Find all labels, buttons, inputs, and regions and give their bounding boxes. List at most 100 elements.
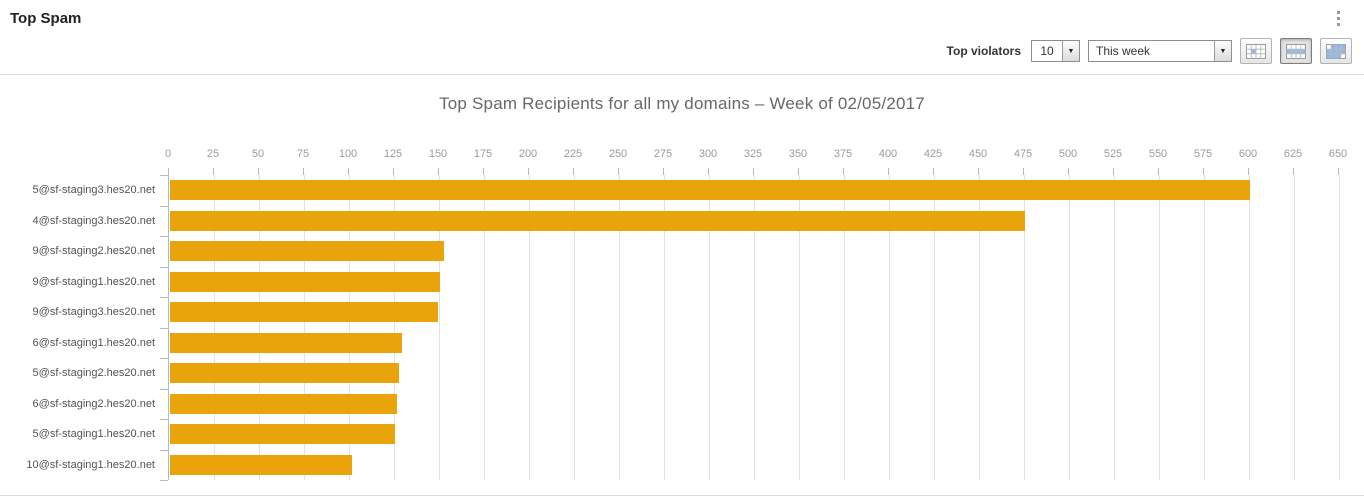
monthly-view-button[interactable]: [1320, 38, 1352, 64]
x-tick-label: 400: [878, 148, 898, 160]
chevron-down-icon: ▼: [1062, 41, 1079, 61]
bar: [170, 180, 1250, 201]
y-axis-labels: 5@sf-staging3.hes20.net 4@sf-staging3.hes…: [0, 175, 168, 480]
x-tick-label: 550: [1148, 148, 1168, 160]
x-tick-label: 175: [473, 148, 493, 160]
bar: [170, 271, 440, 292]
x-tick-label: 625: [1283, 148, 1303, 160]
category-label: 6@sf-staging1.hes20.net: [32, 336, 155, 349]
x-tick-label: 100: [338, 148, 358, 160]
y-tick-mark: [160, 266, 168, 268]
y-tick-mark: [160, 327, 168, 329]
plot-wrap: 5@sf-staging3.hes20.net 4@sf-staging3.hes…: [0, 175, 1364, 481]
category-label: 9@sf-staging3.hes20.net: [32, 306, 155, 319]
category-label: 6@sf-staging2.hes20.net: [32, 397, 155, 410]
x-tick-label: 25: [206, 148, 220, 160]
gridline: [844, 175, 845, 480]
gridline: [799, 175, 800, 480]
x-tick-label: 150: [428, 148, 448, 160]
chart-title: Top Spam Recipients for all my domains –…: [439, 94, 925, 113]
gridline: [889, 175, 890, 480]
x-tick-label: 325: [743, 148, 763, 160]
kebab-menu-icon[interactable]: [1331, 7, 1346, 30]
y-tick-mark: [160, 419, 168, 420]
chevron-down-icon: ▼: [1214, 41, 1231, 61]
y-tick-mark: [160, 175, 168, 176]
top-violators-select[interactable]: 10 ▼: [1031, 40, 1080, 62]
category-label: 9@sf-staging2.hes20.net: [32, 245, 155, 258]
y-tick-mark: [160, 236, 168, 237]
x-tick-label: 650: [1328, 148, 1348, 160]
bar: [170, 454, 352, 475]
x-tick-label: 200: [518, 148, 538, 160]
gridline: [1294, 175, 1295, 480]
gridline: [1339, 175, 1340, 480]
x-tick-label: 525: [1103, 148, 1123, 160]
widget-header: Top Spam: [0, 0, 1364, 36]
x-tick-label: 375: [833, 148, 853, 160]
panel-bottom-divider: [0, 495, 1364, 496]
y-tick-mark: [160, 388, 168, 390]
y-tick-mark: [160, 449, 168, 451]
gridline: [574, 175, 575, 480]
x-tick-label: 50: [251, 148, 265, 160]
x-tick-label: 75: [296, 148, 310, 160]
weekly-grid-icon: [1286, 43, 1306, 59]
bar-chart: 0 25 50 75 100 125 150 175 200 225 250 275 300 325 350…: [0, 148, 1364, 481]
gridline: [439, 175, 440, 480]
x-tick-label: 250: [608, 148, 628, 160]
gridline: [349, 175, 350, 480]
bar: [170, 210, 1025, 231]
y-tick-mark: [160, 205, 168, 207]
y-tick-mark: [160, 297, 168, 298]
gridline: [529, 175, 530, 480]
bar: [170, 302, 439, 323]
x-tick-label: 300: [698, 148, 718, 160]
gridline: [1159, 175, 1160, 480]
weekly-view-button[interactable]: [1280, 38, 1312, 64]
gridline: [1114, 175, 1115, 480]
category-label: 10@sf-staging1.hes20.net: [26, 458, 155, 471]
x-tick-label: 425: [923, 148, 943, 160]
bar: [170, 241, 444, 262]
gridline: [934, 175, 935, 480]
x-tick-label: 225: [563, 148, 583, 160]
x-tick-label: 500: [1058, 148, 1078, 160]
plot-area: [160, 175, 1340, 481]
bar: [170, 424, 395, 445]
daily-view-button[interactable]: [1240, 38, 1272, 64]
category-label: 5@sf-staging3.hes20.net: [32, 184, 155, 197]
x-tick-label: 575: [1193, 148, 1213, 160]
category-label: 5@sf-staging1.hes20.net: [32, 428, 155, 441]
monthly-grid-icon: [1326, 43, 1346, 59]
gridline: [484, 175, 485, 480]
gridline: [214, 175, 215, 480]
daily-grid-icon: [1246, 43, 1266, 59]
top-violators-label: Top violators: [946, 44, 1021, 58]
category-label: 4@sf-staging3.hes20.net: [32, 214, 155, 227]
period-select[interactable]: This week ▼: [1088, 40, 1232, 62]
gridline: [754, 175, 755, 480]
top-violators-value: 10: [1040, 44, 1054, 58]
widget-title: Top Spam: [10, 9, 82, 27]
gridline: [1204, 175, 1205, 480]
gridline: [1249, 175, 1250, 480]
gridline: [259, 175, 260, 480]
gridline: [1024, 175, 1025, 480]
x-tick-label: 475: [1013, 148, 1033, 160]
bar: [170, 332, 403, 353]
gridline: [619, 175, 620, 480]
x-tick-label: 350: [788, 148, 808, 160]
period-value: This week: [1096, 44, 1151, 58]
gridline: [394, 175, 395, 480]
category-label: 9@sf-staging1.hes20.net: [32, 275, 155, 288]
bar: [170, 393, 397, 414]
x-tick-label: 125: [383, 148, 403, 160]
gridline: [709, 175, 710, 480]
gridline: [664, 175, 665, 480]
toolbar: Top violators 10 ▼ This week ▼: [0, 36, 1364, 75]
x-axis: 0 25 50 75 100 125 150 175 200 225 250 275 300 325 350…: [165, 148, 1347, 175]
x-tick-label: 450: [968, 148, 988, 160]
gridline: [979, 175, 980, 480]
